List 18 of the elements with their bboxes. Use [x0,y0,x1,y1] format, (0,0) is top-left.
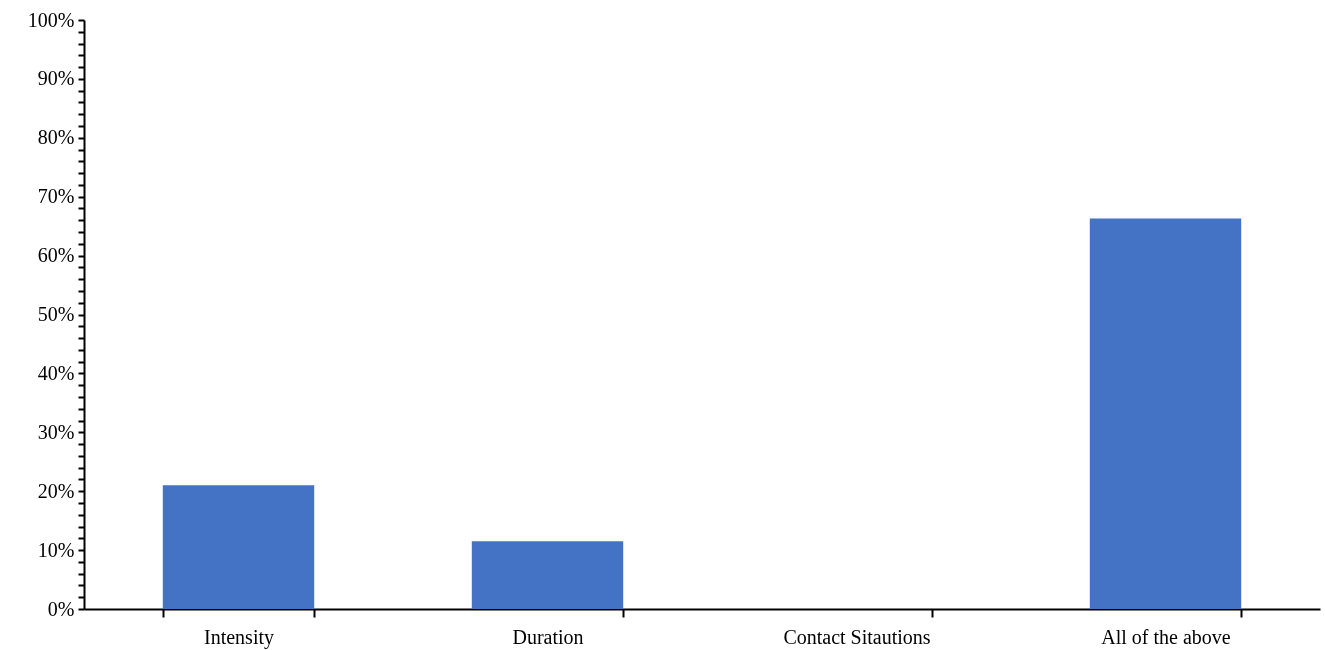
y-tick-label: 50% [37,303,75,325]
y-tick-label: 30% [37,420,75,443]
bar [1089,218,1242,609]
y-tick-label: 60% [37,244,75,267]
x-tick-label: Intensity [204,625,274,649]
x-tick-label: Contact Sitautions [783,625,931,648]
y-tick-label: 100% [27,8,75,31]
y-tick-label: 90% [37,67,75,90]
y-tick-label: 20% [37,479,75,502]
bar [162,485,315,609]
y-tick-label: 70% [37,185,75,208]
x-tick-label: All of the above [1101,625,1231,648]
y-tick-label: 80% [37,126,75,149]
bar [471,541,624,609]
y-tick-label: 0% [47,597,75,620]
x-tick-label: Duration [512,625,584,648]
y-tick-label: 40% [37,361,75,384]
y-tick-label: 10% [37,538,75,561]
